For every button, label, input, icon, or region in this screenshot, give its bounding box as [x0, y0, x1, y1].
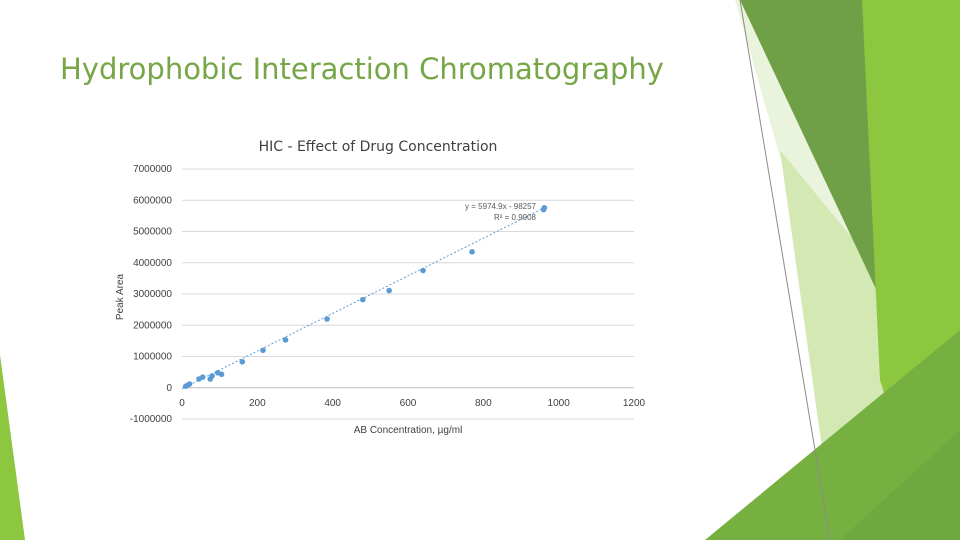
x-tick-label: 1000 [548, 398, 571, 409]
accent-dark-wedge [740, 0, 900, 340]
x-tick-label: 800 [475, 398, 492, 409]
data-point [386, 287, 392, 294]
y-tick-label: 7000000 [133, 164, 172, 175]
data-point [469, 249, 475, 255]
x-tick-label: 600 [400, 398, 417, 409]
data-point [199, 374, 206, 380]
x-tick-label: 0 [179, 398, 185, 409]
data-point [420, 267, 426, 274]
y-tick-label: 2000000 [133, 320, 172, 331]
y-axis-label: Peak Area [115, 273, 126, 320]
y-tick-label: 1000000 [133, 352, 172, 363]
y-tick-label: 3000000 [133, 289, 172, 300]
y-tick-label: 5000000 [133, 227, 172, 238]
accent-mid-wedge [705, 330, 960, 540]
data-point [360, 296, 366, 303]
data-point [541, 204, 548, 211]
data-point [260, 347, 266, 354]
data-point [282, 337, 289, 343]
chart-gridlines [182, 168, 634, 420]
x-tick-label: 1200 [623, 398, 646, 409]
trendline-equation: y = 5974.9x - 98257 [465, 202, 536, 211]
y-axis-tick-labels: 7000000 6000000 5000000 4000000 3000000 20000… [130, 164, 173, 425]
trendline-r-squared: R² = 0.9908 [494, 213, 537, 222]
trendline [181, 207, 545, 390]
y-tick-label: -1000000 [130, 414, 173, 425]
data-point [218, 371, 225, 378]
x-axis-tick-labels: 0 200 400 600 800 1000 1200 [179, 398, 645, 409]
data-point [186, 381, 193, 387]
slide-title: Hydrophobic Interaction Chromatography [60, 52, 664, 86]
accent-triangle-left [0, 355, 25, 540]
data-points [182, 204, 548, 389]
y-tick-label: 6000000 [133, 195, 172, 206]
x-axis-label: AB Concentration, µg/ml [354, 425, 463, 436]
x-tick-label: 200 [249, 398, 266, 409]
data-point [239, 359, 246, 365]
accent-bottom-wedge [840, 430, 960, 540]
x-tick-label: 400 [324, 398, 341, 409]
y-tick-label: 4000000 [133, 258, 172, 269]
y-tick-label: 0 [166, 383, 172, 394]
data-point [324, 316, 330, 322]
data-point [209, 373, 215, 379]
accent-thin-line [739, 0, 831, 540]
chart-title: HIC - Effect of Drug Concentration [259, 139, 498, 155]
